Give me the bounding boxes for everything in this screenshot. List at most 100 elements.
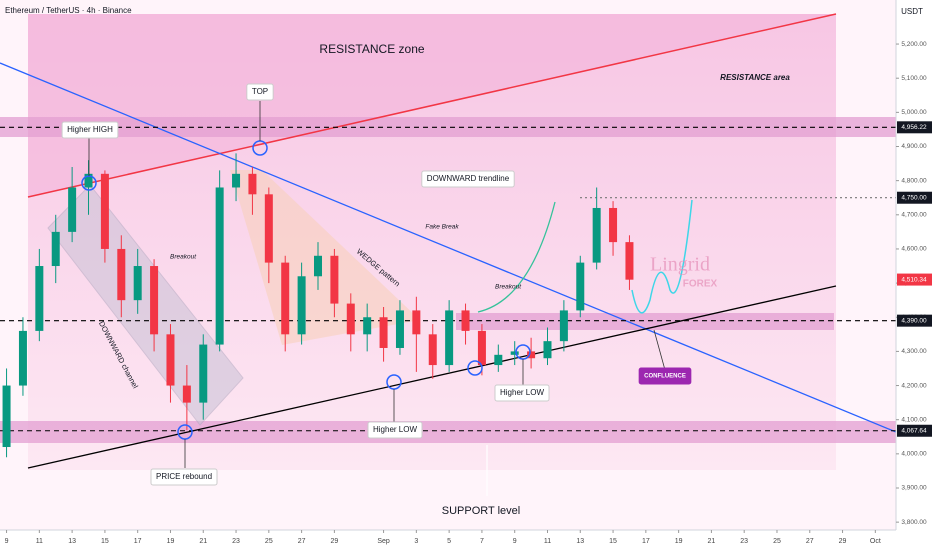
annotation-box [150, 468, 218, 486]
annotation: PRICE rebound [156, 472, 212, 481]
candle-body [100, 173, 109, 249]
annotation: DOWNWARD trendline [427, 174, 510, 183]
candle-body [625, 242, 634, 280]
candle-body [412, 310, 421, 335]
wedge [230, 170, 420, 345]
x-tick-label: 15 [101, 538, 109, 545]
x-tick-label: 11 [36, 538, 43, 545]
candle-body [379, 317, 388, 348]
last-price-label: 4,510.34 [901, 276, 927, 283]
support-trendline [27, 285, 837, 469]
annotation-box [494, 384, 550, 402]
x-tick-label: 21 [708, 538, 716, 545]
unit-label: USDT [901, 7, 923, 16]
candle-body [150, 266, 159, 335]
candle-body [609, 207, 618, 243]
y-tick-label: 3,900.00 [901, 485, 927, 492]
candle-body [248, 173, 257, 195]
annotation: Breakout [495, 284, 522, 291]
y-tick-label: 3,800.00 [901, 519, 927, 526]
x-tick-label: Oct [870, 538, 881, 545]
candle-body [330, 255, 339, 304]
leader [653, 329, 666, 371]
candle-body [166, 334, 175, 386]
candle-body [2, 385, 11, 448]
y-tick-label: 4,900.00 [901, 143, 927, 150]
y-tick-label: 4,700.00 [901, 212, 927, 219]
candle-body [395, 310, 404, 348]
x-tick-label: 5 [447, 538, 451, 545]
candle-body [133, 266, 142, 301]
resistance-band [0, 117, 896, 137]
candle-body [182, 385, 191, 403]
candle-body [428, 334, 437, 366]
annotation: Higher LOW [500, 388, 544, 397]
x-tick-label: 23 [232, 538, 240, 545]
candle-body [18, 330, 27, 386]
candle-body [314, 255, 323, 277]
x-tick-label: 11 [544, 538, 551, 545]
annotation-box [367, 421, 423, 439]
candle-body [576, 262, 585, 311]
candle-body [461, 310, 470, 331]
x-tick-label: 19 [167, 538, 175, 545]
level-badge [897, 424, 932, 437]
y-tick-label: 4,600.00 [901, 246, 927, 253]
level-label: 4,750.00 [901, 194, 927, 201]
x-tick-label: 21 [199, 538, 207, 545]
annotation: Higher HIGH [67, 125, 113, 134]
x-tick-label: 13 [68, 538, 76, 545]
annotation-box [638, 367, 692, 385]
candle-body [494, 354, 503, 366]
candle-body [346, 303, 355, 335]
candle-body [84, 173, 93, 188]
x-tick-label: 9 [5, 538, 9, 545]
x-tick-label: 3 [414, 538, 418, 545]
projected-path [631, 199, 693, 314]
x-tick-label: 13 [576, 538, 584, 545]
dynamic-layer [0, 126, 896, 458]
x-tick-label: 17 [134, 538, 142, 545]
annotation-box [421, 170, 515, 188]
resistance-trendline [27, 13, 837, 198]
x-tick-label: 19 [675, 538, 683, 545]
x-tick-label: 25 [265, 538, 273, 545]
y-tick-label: 4,300.00 [901, 348, 927, 355]
candle-body [445, 310, 454, 366]
annotation: FOREX [683, 279, 718, 290]
x-tick-label: 27 [806, 538, 814, 545]
y-tick-label: 5,000.00 [901, 109, 927, 116]
candle-body [232, 173, 241, 188]
level-badge [897, 121, 932, 134]
candle-body [477, 330, 486, 366]
x-tick-label: 29 [839, 538, 847, 545]
annotation: Breakout [170, 254, 197, 261]
x-tick-label: 17 [642, 538, 650, 545]
x-tick-label: 7 [480, 538, 484, 545]
y-tick-label: 4,800.00 [901, 177, 927, 184]
annotation: RESISTANCE zone [319, 42, 424, 56]
candle-body [35, 266, 44, 331]
x-tick-label: 25 [773, 538, 781, 545]
x-tick-label: 27 [298, 538, 306, 545]
candle-body [199, 344, 208, 403]
candle-body [281, 262, 290, 335]
level-badge [897, 314, 932, 327]
breakout-band [456, 313, 834, 330]
pivot-circle [467, 360, 483, 376]
chart-title: Ethereum / TetherUS · 4h · Binance [5, 6, 132, 15]
annotation-box [61, 121, 119, 139]
annotation: SUPPORT level [442, 505, 520, 517]
y-tick-label: 5,200.00 [901, 41, 927, 48]
candle-body [592, 207, 601, 263]
x-tick-label: 15 [609, 538, 617, 545]
annotation: RESISTANCE area [720, 73, 790, 82]
y-tick-label: 4,200.00 [901, 382, 927, 389]
y-tick-label: 4,100.00 [901, 416, 927, 423]
x-tick-label: 23 [740, 538, 748, 545]
candle-body [215, 187, 224, 345]
level-label: 4,956.22 [901, 124, 927, 131]
annotation: Fake Break [425, 224, 459, 231]
annotation: Lingrid [650, 254, 710, 276]
last-price-badge [897, 273, 932, 286]
